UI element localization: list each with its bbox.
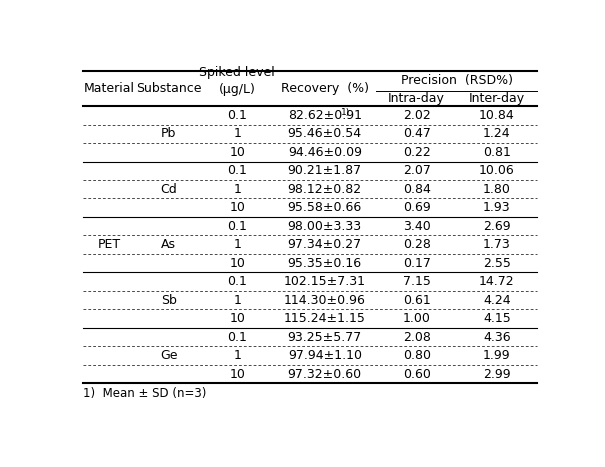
- Text: 1: 1: [234, 294, 241, 307]
- Text: 97.94±1.10: 97.94±1.10: [288, 349, 362, 362]
- Text: 4.15: 4.15: [483, 312, 511, 325]
- Text: 10.06: 10.06: [479, 164, 515, 177]
- Text: 1.80: 1.80: [483, 183, 511, 196]
- Text: 95.58±0.66: 95.58±0.66: [287, 201, 362, 214]
- Text: PET: PET: [98, 238, 121, 251]
- Text: 1: 1: [234, 349, 241, 362]
- Text: 0.1: 0.1: [227, 109, 247, 122]
- Text: 95.46±0.54: 95.46±0.54: [288, 127, 362, 140]
- Text: 10: 10: [229, 146, 245, 159]
- Text: 3.40: 3.40: [403, 219, 431, 233]
- Text: 114.30±0.96: 114.30±0.96: [284, 294, 366, 307]
- Text: 10: 10: [229, 257, 245, 269]
- Text: 2.55: 2.55: [483, 257, 511, 269]
- Text: 1.00: 1.00: [403, 312, 431, 325]
- Text: Precision  (RSD%): Precision (RSD%): [401, 74, 512, 87]
- Text: 1: 1: [234, 183, 241, 196]
- Text: 2.02: 2.02: [403, 109, 431, 122]
- Text: 0.1: 0.1: [227, 275, 247, 288]
- Text: 2.69: 2.69: [483, 219, 511, 233]
- Text: Substance: Substance: [136, 82, 201, 95]
- Text: 1: 1: [234, 238, 241, 251]
- Text: 115.24±1.15: 115.24±1.15: [284, 312, 366, 325]
- Text: 7.15: 7.15: [403, 275, 431, 288]
- Text: 0.47: 0.47: [403, 127, 431, 140]
- Text: 0.81: 0.81: [483, 146, 511, 159]
- Text: 0.1: 0.1: [227, 219, 247, 233]
- Text: 0.22: 0.22: [403, 146, 431, 159]
- Text: 1.99: 1.99: [483, 349, 511, 362]
- Text: 2.07: 2.07: [403, 164, 431, 177]
- Text: 10.84: 10.84: [479, 109, 515, 122]
- Text: As: As: [161, 238, 176, 251]
- Text: 4.36: 4.36: [483, 331, 511, 344]
- Text: 90.21±1.87: 90.21±1.87: [288, 164, 362, 177]
- Text: 2.99: 2.99: [483, 368, 511, 381]
- Text: Cd: Cd: [160, 183, 177, 196]
- Text: Recovery  (%): Recovery (%): [281, 82, 369, 95]
- Text: 10: 10: [229, 368, 245, 381]
- Text: 1.73: 1.73: [483, 238, 511, 251]
- Text: 0.84: 0.84: [403, 183, 431, 196]
- Text: 0.17: 0.17: [403, 257, 431, 269]
- Text: Intra-day: Intra-day: [388, 92, 445, 105]
- Text: 1: 1: [234, 127, 241, 140]
- Text: 1)  Mean ± SD (n=3): 1) Mean ± SD (n=3): [83, 387, 207, 400]
- Text: 0.1: 0.1: [227, 164, 247, 177]
- Text: 0.28: 0.28: [403, 238, 431, 251]
- Text: 97.32±0.60: 97.32±0.60: [288, 368, 362, 381]
- Text: 93.25±5.77: 93.25±5.77: [287, 331, 362, 344]
- Text: 0.80: 0.80: [402, 349, 431, 362]
- Text: 98.00±3.33: 98.00±3.33: [288, 219, 362, 233]
- Text: 1.93: 1.93: [483, 201, 511, 214]
- Text: 4.24: 4.24: [483, 294, 511, 307]
- Text: 0.69: 0.69: [403, 201, 431, 214]
- Text: 1.24: 1.24: [483, 127, 511, 140]
- Text: Inter-day: Inter-day: [469, 92, 525, 105]
- Text: 97.34±0.27: 97.34±0.27: [288, 238, 362, 251]
- Text: 98.12±0.82: 98.12±0.82: [288, 183, 362, 196]
- Text: Sb: Sb: [161, 294, 177, 307]
- Text: 2.08: 2.08: [403, 331, 431, 344]
- Text: 0.1: 0.1: [227, 331, 247, 344]
- Text: 94.46±0.09: 94.46±0.09: [288, 146, 362, 159]
- Text: Ge: Ge: [160, 349, 177, 362]
- Text: Material: Material: [84, 82, 136, 95]
- Text: 95.35±0.16: 95.35±0.16: [288, 257, 362, 269]
- Text: 0.60: 0.60: [403, 368, 431, 381]
- Text: 82.62±0.91: 82.62±0.91: [288, 109, 362, 122]
- Text: 10: 10: [229, 312, 245, 325]
- Text: Spiked level
(μg/L): Spiked level (μg/L): [199, 66, 275, 96]
- Text: 1): 1): [341, 108, 351, 117]
- Text: 14.72: 14.72: [479, 275, 515, 288]
- Text: 10: 10: [229, 201, 245, 214]
- Text: 0.61: 0.61: [403, 294, 431, 307]
- Text: 102.15±7.31: 102.15±7.31: [284, 275, 366, 288]
- Text: Pb: Pb: [161, 127, 176, 140]
